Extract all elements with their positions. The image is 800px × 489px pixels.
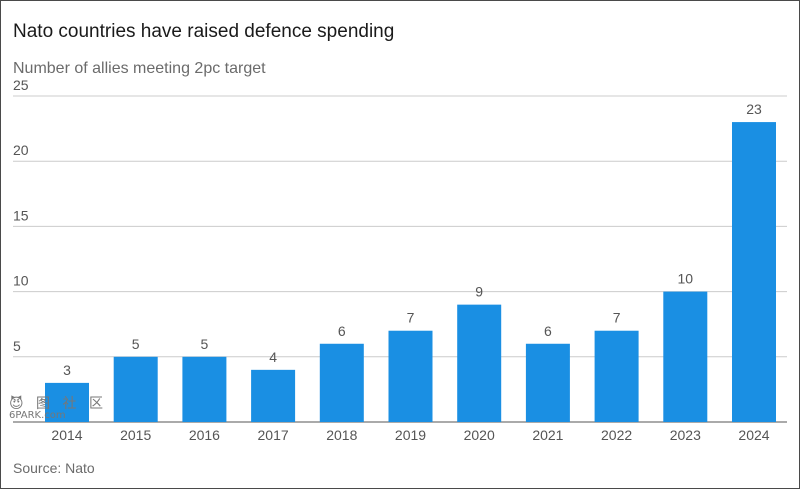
data-label: 3	[63, 362, 71, 378]
data-label: 4	[269, 349, 277, 365]
data-label: 7	[613, 310, 621, 326]
data-label: 5	[132, 336, 140, 352]
x-tick-label: 2019	[395, 427, 426, 443]
data-label: 23	[746, 101, 762, 117]
x-tick-label: 2022	[601, 427, 632, 443]
data-label: 5	[201, 336, 209, 352]
bar	[319, 343, 364, 422]
x-tick-label: 2023	[670, 427, 701, 443]
y-tick-label: 10	[13, 273, 29, 289]
data-label: 7	[407, 310, 415, 326]
source-note: Source: Nato	[13, 460, 95, 476]
x-tick-label: 2016	[189, 427, 220, 443]
y-tick-label: 15	[13, 207, 29, 223]
x-tick-label: 2024	[738, 427, 769, 443]
data-label: 10	[678, 271, 694, 287]
x-tick-label: 2021	[532, 427, 563, 443]
bar	[732, 122, 776, 422]
bar	[525, 343, 570, 422]
data-label: 9	[475, 284, 483, 300]
bar	[182, 356, 227, 422]
bar	[251, 369, 296, 422]
watermark-logo: 😈 图 社 区 6PARK.com	[9, 397, 107, 421]
bar	[457, 304, 502, 422]
bar	[594, 330, 639, 422]
x-tick-label: 2014	[51, 427, 82, 443]
x-tick-label: 2018	[326, 427, 357, 443]
x-tick-label: 2017	[258, 427, 289, 443]
data-label: 6	[338, 323, 346, 339]
x-tick-label: 2015	[120, 427, 151, 443]
y-tick-label: 25	[13, 77, 29, 93]
data-label: 6	[544, 323, 552, 339]
bar	[388, 330, 433, 422]
chart-title: Nato countries have raised defence spend…	[13, 21, 395, 42]
bar	[663, 291, 708, 422]
bar	[45, 382, 89, 422]
x-tick-label: 2020	[464, 427, 495, 443]
watermark-site: 6PARK.com	[9, 410, 66, 421]
y-tick-label: 5	[13, 338, 21, 354]
chart-subtitle: Number of allies meeting 2pc target	[13, 60, 266, 77]
bar	[113, 356, 158, 422]
y-tick-label: 20	[13, 142, 29, 158]
watermark-text: 😈 图 社 区	[9, 396, 107, 412]
